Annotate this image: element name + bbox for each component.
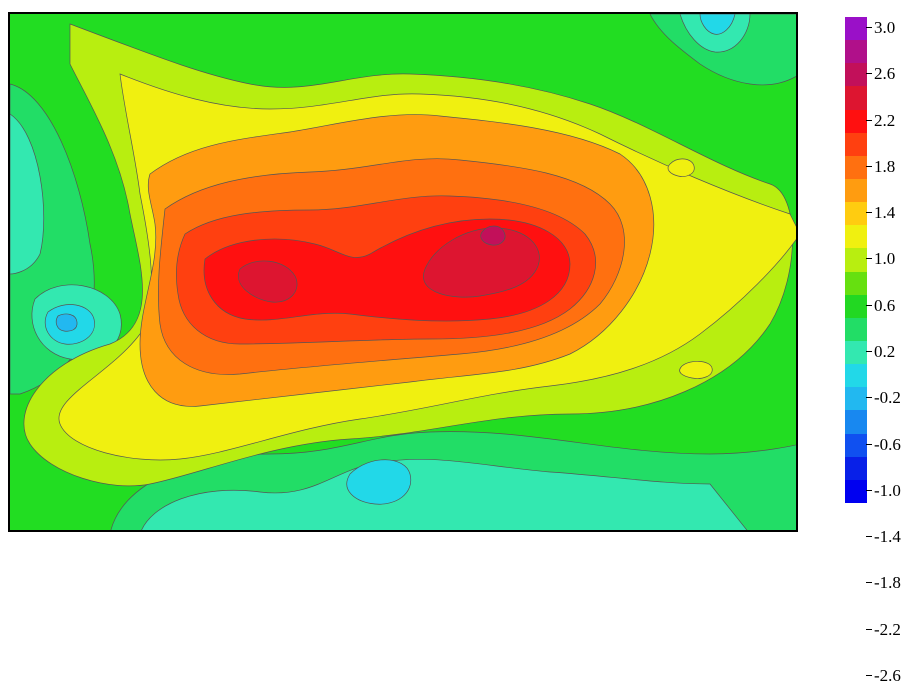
colorbar-tick [866,397,872,398]
colorbar-segment [845,434,867,458]
colorbar-tick [866,212,872,213]
colorbar-segment [845,156,867,180]
colorbar-tick-label: -1.4 [874,528,901,545]
colorbar-segment [845,17,867,41]
colorbar-tick [866,582,872,583]
colorbar-tick [866,490,872,491]
colorbar-tick [866,351,872,352]
colorbar-tick-label: 2.2 [874,112,895,129]
colorbar-tick [866,536,872,537]
colorbar-segment [845,179,867,203]
colorbar-segment [845,225,867,249]
colorbar-tick [866,166,872,167]
contour-svg [10,14,798,532]
colorbar-tick-label: 1.8 [874,158,895,175]
contour-blob-se [680,361,713,378]
colorbar-tick-label: -1.0 [874,482,901,499]
colorbar-tick-label: 3.0 [874,19,895,36]
colorbar-segment [845,202,867,226]
colorbar-tick [866,27,872,28]
colorbar [845,17,867,503]
colorbar-segment [845,133,867,157]
colorbar-tick [866,120,872,121]
colorbar-tick-label: -0.2 [874,389,901,406]
colorbar-tick-label: 0.6 [874,297,895,314]
colorbar-segment [845,63,867,87]
colorbar-segment [845,480,867,504]
colorbar-segment [845,410,867,434]
colorbar-segment [845,457,867,481]
colorbar-tick [866,305,872,306]
colorbar-tick-label: 0.2 [874,343,895,360]
colorbar-tick [866,258,872,259]
colorbar-tick [866,675,872,676]
colorbar-segment [845,318,867,342]
colorbar-tick-label: -2.6 [874,667,901,684]
colorbar-segment [845,364,867,388]
colorbar-tick-label: 1.4 [874,204,895,221]
colorbar-tick-label: 2.6 [874,65,895,82]
colorbar-segment [845,40,867,64]
colorbar-tick-label: -2.2 [874,621,901,638]
contour-plot [8,12,798,532]
colorbar-segment [845,86,867,110]
contour-low-w-core [56,314,77,331]
colorbar-segment [845,110,867,134]
colorbar-segment [845,295,867,319]
colorbar-tick-label: 1.0 [874,250,895,267]
colorbar-tick-label: -0.6 [874,436,901,453]
colorbar-tick [866,444,872,445]
colorbar-segment [845,248,867,272]
colorbar-segment [845,272,867,296]
colorbar-tick [866,629,872,630]
colorbar-segment [845,341,867,365]
colorbar-tick-label: -1.8 [874,574,901,591]
colorbar-segment [845,387,867,411]
colorbar-tick [866,73,872,74]
